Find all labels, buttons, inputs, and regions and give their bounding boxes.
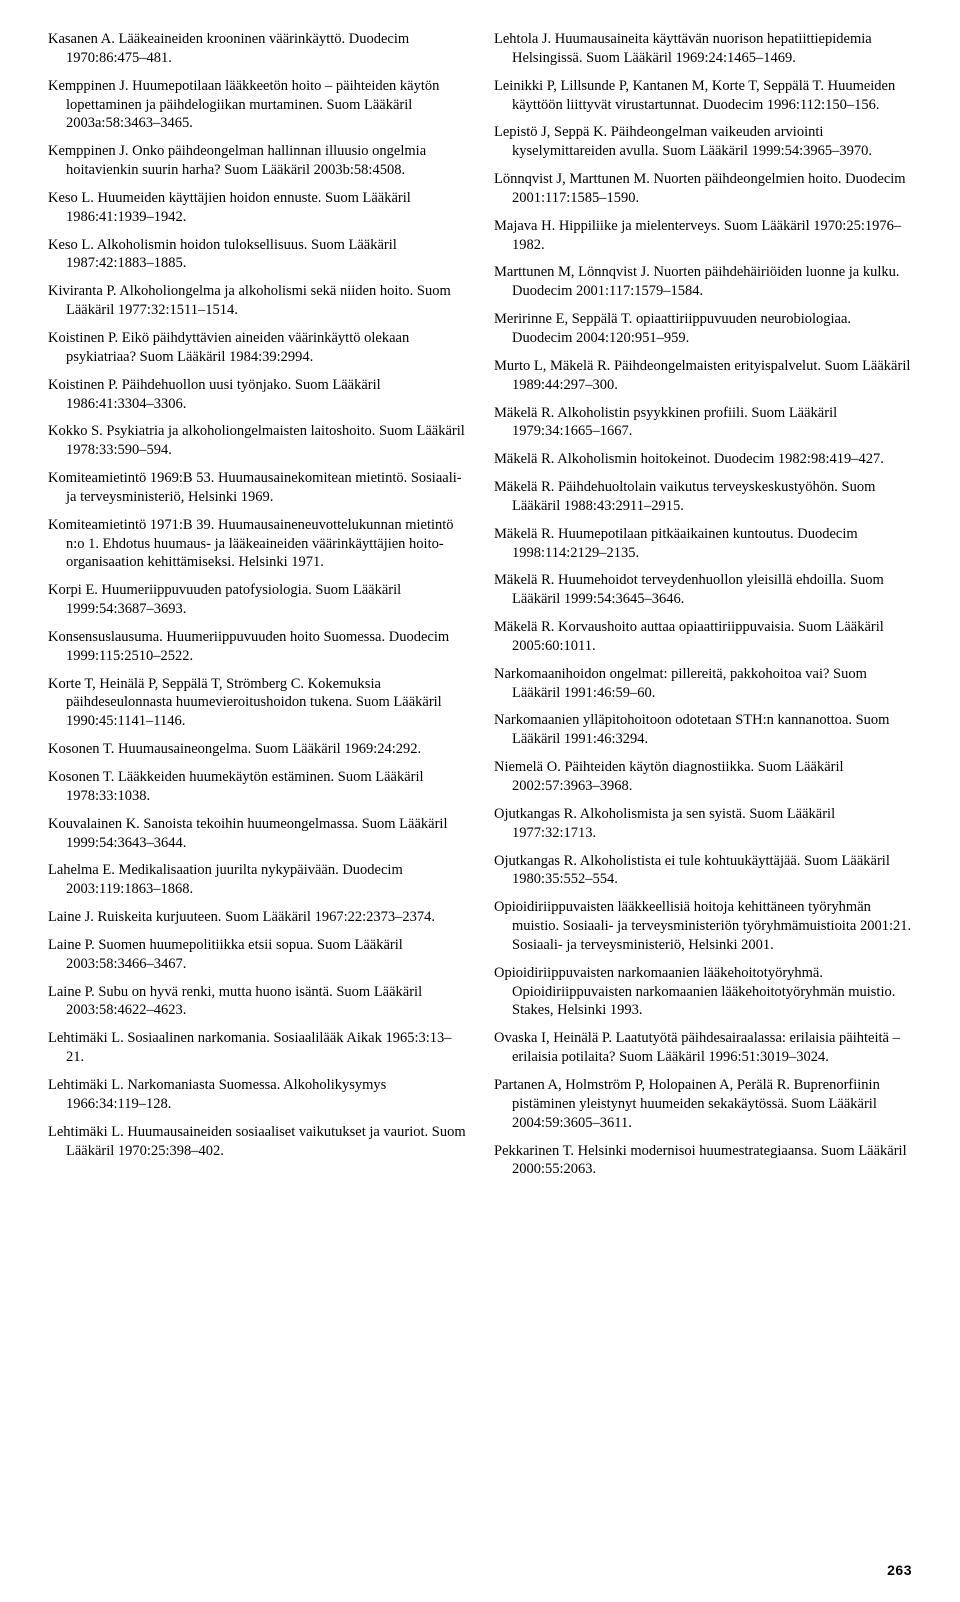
reference-entry: Kosonen T. Huumausaineongelma. Suom Lääk… [48, 740, 466, 759]
reference-entry: Ojutkangas R. Alkoholismista ja sen syis… [494, 805, 912, 843]
reference-entry: Laine P. Subu on hyvä renki, mutta huono… [48, 983, 466, 1021]
reference-entry: Mäkelä R. Alkoholismin hoitokeinot. Duod… [494, 450, 912, 469]
reference-entry: Leinikki P, Lillsunde P, Kantanen M, Kor… [494, 77, 912, 115]
reference-entry: Kosonen T. Lääkkeiden huumekäytön estämi… [48, 768, 466, 806]
reference-entry: Mäkelä R. Alkoholistin psyykkinen profii… [494, 404, 912, 442]
reference-entry: Ovaska I, Heinälä P. Laatutyötä päihdesa… [494, 1029, 912, 1067]
reference-entry: Niemelä O. Päihteiden käytön diagnostiik… [494, 758, 912, 796]
reference-entry: Korte T, Heinälä P, Seppälä T, Strömberg… [48, 675, 466, 732]
reference-entry: Kasanen A. Lääkeaineiden krooninen vääri… [48, 30, 466, 68]
reference-entry: Keso L. Huumeiden käyttäjien hoidon ennu… [48, 189, 466, 227]
reference-entry: Majava H. Hippiliike ja mielenterveys. S… [494, 217, 912, 255]
reference-entry: Keso L. Alkoholismin hoidon tuloksellisu… [48, 236, 466, 274]
reference-entry: Marttunen M, Lönnqvist J. Nuorten päihde… [494, 263, 912, 301]
reference-entry: Ojutkangas R. Alkoholistista ei tule koh… [494, 852, 912, 890]
reference-entry: Lehtimäki L. Huumausaineiden sosiaaliset… [48, 1123, 466, 1161]
reference-entry: Kokko S. Psykiatria ja alkoholiongelmais… [48, 422, 466, 460]
reference-entry: Narkomaanihoidon ongelmat: pillereitä, p… [494, 665, 912, 703]
reference-entry: Mäkelä R. Huumehoidot terveydenhuollon y… [494, 571, 912, 609]
reference-entry: Murto L, Mäkelä R. Päihdeongelmaisten er… [494, 357, 912, 395]
reference-entry: Meririnne E, Seppälä T. opiaattiriippuvu… [494, 310, 912, 348]
left-column: Kasanen A. Lääkeaineiden krooninen vääri… [48, 30, 466, 1188]
reference-entry: Mäkelä R. Korvaushoito auttaa opiaattiri… [494, 618, 912, 656]
reference-entry: Konsensuslausuma. Huumeriippuvuuden hoit… [48, 628, 466, 666]
reference-entry: Koistinen P. Päihdehuollon uusi työnjako… [48, 376, 466, 414]
reference-entry: Narkomaanien ylläpitohoitoon odotetaan S… [494, 711, 912, 749]
reference-entry: Kouvalainen K. Sanoista tekoihin huumeon… [48, 815, 466, 853]
reference-entry: Koistinen P. Eikö päihdyttävien aineiden… [48, 329, 466, 367]
reference-entry: Kemppinen J. Onko päihdeongelman hallinn… [48, 142, 466, 180]
reference-entry: Lönnqvist J, Marttunen M. Nuorten päihde… [494, 170, 912, 208]
reference-entry: Laine P. Suomen huumepolitiikka etsii so… [48, 936, 466, 974]
reference-entry: Komiteamietintö 1971:B 39. Huumausainene… [48, 516, 466, 573]
reference-entry: Lehtimäki L. Narkomaniasta Suomessa. Alk… [48, 1076, 466, 1114]
reference-entry: Mäkelä R. Huumepotilaan pitkäaikainen ku… [494, 525, 912, 563]
reference-entry: Kiviranta P. Alkoholiongelma ja alkoholi… [48, 282, 466, 320]
reference-entry: Lepistö J, Seppä K. Päihdeongelman vaike… [494, 123, 912, 161]
reference-entry: Pekkarinen T. Helsinki modernisoi huumes… [494, 1142, 912, 1180]
reference-entry: Mäkelä R. Päihdehuoltolain vaikutus terv… [494, 478, 912, 516]
reference-entry: Opioidiriippuvaisten narkomaanien lääkeh… [494, 964, 912, 1021]
reference-entry: Kemppinen J. Huumepotilaan lääkkeetön ho… [48, 77, 466, 134]
reference-columns: Kasanen A. Lääkeaineiden krooninen vääri… [48, 30, 912, 1188]
reference-entry: Lehtola J. Huumausaineita käyttävän nuor… [494, 30, 912, 68]
reference-entry: Lehtimäki L. Sosiaalinen narkomania. Sos… [48, 1029, 466, 1067]
reference-entry: Lahelma E. Medikalisaation juurilta nyky… [48, 861, 466, 899]
page-number: 263 [887, 1562, 912, 1578]
reference-entry: Laine J. Ruiskeita kurjuuteen. Suom Lääk… [48, 908, 466, 927]
reference-entry: Partanen A, Holmström P, Holopainen A, P… [494, 1076, 912, 1133]
reference-entry: Komiteamietintö 1969:B 53. Huumausaineko… [48, 469, 466, 507]
right-column: Lehtola J. Huumausaineita käyttävän nuor… [494, 30, 912, 1188]
reference-entry: Korpi E. Huumeriippuvuuden patofysiologi… [48, 581, 466, 619]
reference-entry: Opioidiriippuvaisten lääkkeellisiä hoito… [494, 898, 912, 955]
